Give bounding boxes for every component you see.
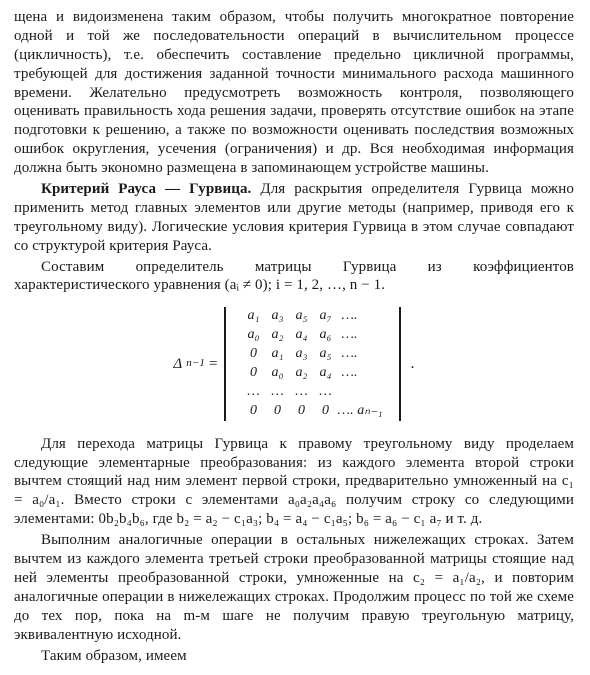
matrix-cell: a₆ (314, 326, 338, 345)
matrix-cell: a₀ (242, 326, 266, 345)
matrix-cell: a₄ (290, 326, 314, 345)
formula-tail: . (411, 354, 415, 374)
matrix-cell: a₁ (266, 345, 290, 364)
matrix-cell: a₂ (266, 326, 290, 345)
document-page: щена и видоизменена таким образом, чтобы… (0, 0, 590, 675)
matrix-cell: …. (338, 307, 362, 326)
matrix-row: 0a₀a₂a₄…. (242, 364, 383, 383)
matrix-cell: 0 (314, 402, 338, 421)
delta-symbol: Δ (173, 355, 182, 374)
matrix-cell: … (266, 383, 290, 402)
det-bar-right (399, 307, 401, 420)
matrix-cell: a₅ (290, 307, 314, 326)
matrix-row: 0a₁a₃a₅…. (242, 345, 383, 364)
paragraph: щена и видоизменена таким образом, чтобы… (14, 8, 574, 178)
matrix-cell: a₄ (314, 364, 338, 383)
delta-subscript: n−1 (186, 357, 205, 371)
paragraph: Выполним аналогичные операции в остальны… (14, 531, 574, 644)
matrix-cell: a₅ (314, 345, 338, 364)
matrix-cell: a₂ (290, 364, 314, 383)
matrix-cell: 0 (242, 402, 266, 421)
equals-sign: = (209, 355, 218, 374)
matrix-cell: a₁ (242, 307, 266, 326)
matrix-body: a₁a₃a₅a₇….a₀a₂a₄a₆….0a₁a₃a₅….0a₀a₂a₄….……… (232, 303, 393, 424)
matrix-row: a₀a₂a₄a₆…. (242, 326, 383, 345)
det-bar-left (224, 307, 226, 420)
heading-inline: Критерий Рауса — Гурвица. (41, 181, 251, 197)
paragraph: Составим определитель матрицы Гурвица из… (14, 258, 574, 296)
matrix-cell: … (242, 383, 266, 402)
matrix-cell: 0 (266, 402, 290, 421)
paragraph: Критерий Рауса — Гурвица. Для раскрытия … (14, 180, 574, 256)
matrix-row: 0000…. aₙ₋₁ (242, 402, 383, 421)
matrix-cell: …. aₙ₋₁ (338, 402, 383, 421)
matrix-cell: a₃ (266, 307, 290, 326)
paragraph: Таким образом, имеем (14, 647, 574, 666)
matrix-cell: …. (338, 326, 362, 345)
matrix-cell: 0 (242, 345, 266, 364)
matrix-cell: … (290, 383, 314, 402)
matrix-row: a₁a₃a₅a₇…. (242, 307, 383, 326)
matrix-cell: a₃ (290, 345, 314, 364)
matrix-cell: a₇ (314, 307, 338, 326)
matrix-cell: …. (338, 345, 362, 364)
matrix-cell: 0 (290, 402, 314, 421)
matrix-cell: a₀ (266, 364, 290, 383)
paragraph: Для перехода матрицы Гурвица к правому т… (14, 435, 574, 529)
matrix-cell: … (314, 383, 338, 402)
matrix-cell: 0 (242, 364, 266, 383)
matrix-cell: …. (338, 364, 362, 383)
determinant-formula: Δn−1 = a₁a₃a₅a₇….a₀a₂a₄a₆….0a₁a₃a₅….0a₀a… (14, 303, 574, 424)
matrix-row: ………… (242, 383, 383, 402)
